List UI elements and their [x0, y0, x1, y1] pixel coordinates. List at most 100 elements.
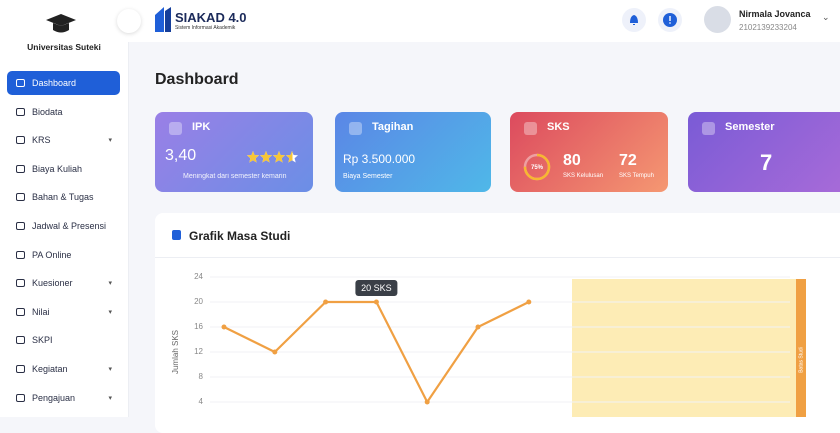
- page-title: Dashboard: [155, 71, 239, 88]
- card-title: Semester: [725, 121, 775, 133]
- menu-item[interactable]: Bahan & Tugas: [7, 185, 120, 209]
- card-title: Tagihan: [372, 121, 414, 133]
- y-tick-label: 24: [194, 272, 203, 281]
- menu-toggle[interactable]: [117, 9, 141, 33]
- chart-title: Grafik Masa Studi: [189, 229, 291, 243]
- limit-band: [572, 279, 796, 417]
- point: [373, 299, 379, 305]
- tagihan-card: Tagihan Rp 3.500.000 Biaya Semester: [335, 112, 491, 192]
- point: [475, 324, 481, 330]
- menu-icon: [16, 279, 25, 288]
- menu-label: Kegiatan: [32, 364, 68, 374]
- menu-arrow: ▾: [108, 137, 112, 145]
- point: [526, 299, 532, 305]
- menu-item[interactable]: Pengajuan ▾: [7, 386, 120, 410]
- menu-icon: [16, 193, 25, 202]
- menu-item[interactable]: Nilai ▾: [7, 300, 120, 324]
- menu-item[interactable]: PA Online: [7, 243, 120, 267]
- user-chevron[interactable]: ⌄: [822, 12, 830, 22]
- menu-arrow: ▾: [108, 366, 112, 373]
- stat-value: 72: [619, 152, 637, 169]
- star: [247, 151, 259, 163]
- logo-text: Universitas Suteki: [27, 42, 101, 52]
- point: [221, 324, 227, 330]
- card-title: SKS: [547, 121, 570, 133]
- y-axis-label: Jumlah SKS: [171, 330, 180, 374]
- ipk-card: IPK 3,40 Meningkat dari semester kemarin: [155, 112, 313, 192]
- sks-card: SKS 75% 80 SKS Kelulusan 72 SKS Tempuh: [510, 112, 668, 192]
- brand-icon: [155, 7, 171, 32]
- menu-icon: [16, 307, 25, 316]
- menu-label: Bahan & Tugas: [32, 192, 94, 203]
- menu-item[interactable]: Kegiatan ▾: [7, 357, 120, 381]
- star-fill: [247, 151, 293, 163]
- menu-label: Jadwal & Presensi: [32, 221, 107, 231]
- avatar[interactable]: [704, 6, 731, 33]
- ring-label: 75%: [531, 165, 544, 171]
- point: [272, 349, 278, 355]
- menu-icon: [16, 336, 25, 345]
- y-tick-label: 12: [194, 347, 203, 356]
- stat-label: SKS Kelulusan: [563, 173, 604, 179]
- brand-sub: Sistem Informasi Akademik: [175, 25, 236, 31]
- menu-label: SKPI: [32, 335, 53, 346]
- progress-ring: 75%: [523, 153, 551, 181]
- menu-item[interactable]: SKPI: [7, 328, 120, 352]
- chart: Batas Studi 4 8 12 16 20 24 Jumlah SKS 20 SKS: [171, 272, 806, 417]
- semester-card: Semester 7: [688, 112, 840, 192]
- user-name: Nirmala Jovanca: [739, 9, 811, 19]
- sidebar: Universitas Suteki Dashboard Biodata KRS ▾ B…: [0, 0, 129, 417]
- menu-item[interactable]: KRS ▾: [7, 128, 120, 152]
- point: [323, 299, 329, 305]
- chart-icon: [172, 230, 181, 240]
- menu-label: Kuesioner: [32, 278, 73, 289]
- limit-bar: [796, 279, 806, 417]
- menu-arrow: ▾: [108, 394, 112, 402]
- card-title: IPK: [192, 121, 211, 133]
- y-tick-label: 4: [199, 397, 204, 406]
- y-tick-label: 8: [199, 372, 204, 381]
- y-tick-label: 16: [194, 322, 203, 331]
- stat-label: SKS Tempuh: [619, 173, 654, 179]
- user-id: 2102139233204: [739, 23, 797, 32]
- notification[interactable]: [622, 8, 646, 32]
- y-tick-label: 20: [194, 297, 203, 306]
- tooltip-box: [355, 280, 398, 296]
- card-note: Biaya Semester: [343, 173, 393, 180]
- ring-value: [523, 153, 551, 181]
- menu-label: Pengajuan: [32, 392, 76, 403]
- menu-label: Biaya Kuliah: [32, 163, 83, 174]
- brand: SIAKAD 4.0: [175, 10, 247, 25]
- card-note: Meningkat dari semester kemarin: [183, 173, 287, 180]
- star: [273, 151, 285, 163]
- menu-label: PA Online: [32, 249, 72, 260]
- star: [286, 151, 293, 163]
- logo-icon: [46, 14, 76, 33]
- menu-icon: [16, 250, 25, 259]
- menu-item[interactable]: Kuesioner ▾: [7, 271, 120, 295]
- menu-item[interactable]: Biodata: [7, 100, 120, 124]
- menu-arrow: ▾: [108, 280, 112, 288]
- info[interactable]: [658, 8, 682, 32]
- divider: [155, 257, 840, 258]
- menu-item[interactable]: Dashboard: [7, 71, 120, 95]
- menu-arrow: ▾: [108, 308, 112, 316]
- tooltip: 20 SKS: [361, 283, 392, 293]
- page: Universitas Suteki Dashboard Biodata KRS ▾ B…: [0, 0, 840, 417]
- card-value: 7: [760, 150, 773, 175]
- stars: [247, 151, 298, 163]
- menu-label: Biodata: [32, 106, 63, 117]
- menu-icon: [16, 393, 25, 402]
- card-value: 3,40: [165, 147, 197, 164]
- menu-icon: [16, 79, 25, 87]
- star: [260, 151, 272, 163]
- menu-label: Nilai: [32, 306, 50, 317]
- menu-item[interactable]: Biaya Kuliah: [7, 157, 120, 181]
- menu-icon: [16, 136, 25, 145]
- card-value: Rp 3.500.000: [343, 152, 416, 166]
- header: SIAKAD 4.0 Sistem Informasi Akademik Nir…: [117, 0, 840, 42]
- menu-item[interactable]: Jadwal & Presensi: [7, 214, 120, 238]
- stat-value: 80: [563, 152, 581, 169]
- menu-icon: [16, 365, 25, 373]
- menu-icon: [16, 164, 25, 173]
